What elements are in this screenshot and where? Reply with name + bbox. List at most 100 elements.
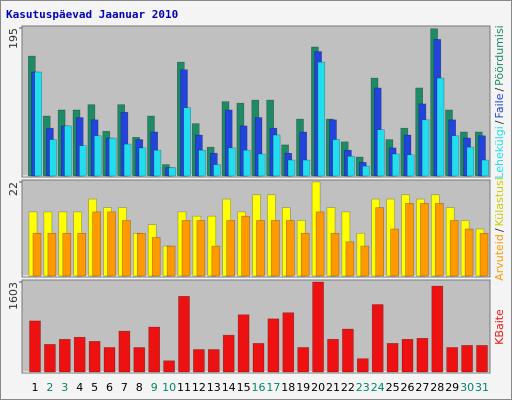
bar xyxy=(451,135,460,177)
bar xyxy=(103,347,116,373)
x-tick-label: 25 xyxy=(386,381,400,394)
bar xyxy=(436,77,445,177)
y-tick-label: 1603 xyxy=(7,282,20,310)
bar xyxy=(327,338,339,373)
legend: Arvuteid / Külastusi xyxy=(493,177,506,281)
bar xyxy=(118,330,131,373)
x-tick-label: 27 xyxy=(415,381,429,394)
legend-separator: / xyxy=(493,228,506,232)
bar xyxy=(434,203,444,277)
bar xyxy=(196,220,206,277)
bar xyxy=(300,232,310,277)
bar xyxy=(347,155,355,177)
bar xyxy=(420,203,429,277)
bar xyxy=(77,232,86,277)
x-tick-label: 16 xyxy=(252,381,266,394)
bar xyxy=(148,326,160,373)
x-tick-label: 15 xyxy=(237,381,251,394)
bar xyxy=(88,341,101,373)
bar xyxy=(257,153,266,177)
legend-entry: Pöördumisi xyxy=(493,25,506,86)
bar xyxy=(47,232,57,277)
bar xyxy=(362,165,370,177)
bar xyxy=(464,228,474,277)
bar xyxy=(123,143,132,177)
bar xyxy=(79,145,87,177)
bar xyxy=(377,129,385,177)
bar xyxy=(416,337,429,373)
bar xyxy=(166,245,176,277)
bar xyxy=(226,220,235,277)
legend-entry: KBaite xyxy=(493,309,506,345)
x-tick-label: 7 xyxy=(121,381,128,394)
x-tick-label: 3 xyxy=(61,381,68,394)
x-tick-label: 21 xyxy=(326,381,340,394)
bar xyxy=(371,304,384,373)
chart-title: Kasutuspäevad Jaanuar 2010 xyxy=(6,8,178,21)
x-tick-label: 9 xyxy=(151,381,158,394)
x-tick-label: 28 xyxy=(430,381,444,394)
bar xyxy=(168,167,177,177)
bar xyxy=(356,358,369,373)
bar xyxy=(222,334,235,373)
bar xyxy=(153,149,162,177)
x-tick-label: 8 xyxy=(136,381,143,394)
legend-entry: Külastusi xyxy=(493,177,506,226)
bar xyxy=(406,154,415,177)
legend: Lehekülgi/Faile/Pöördumisi xyxy=(493,25,506,178)
bar xyxy=(92,211,101,277)
bar xyxy=(108,137,117,177)
legend-entry: Lehekülgi xyxy=(493,126,506,179)
x-tick-label: 17 xyxy=(266,381,280,394)
x-tick-label: 12 xyxy=(192,381,206,394)
bar xyxy=(151,237,161,277)
bar xyxy=(330,232,340,277)
bar xyxy=(178,296,190,373)
x-tick-label: 19 xyxy=(296,381,310,394)
x-tick-label: 18 xyxy=(281,381,295,394)
x-tick-label: 29 xyxy=(445,381,459,394)
bar xyxy=(431,285,444,373)
bar xyxy=(479,232,489,277)
x-tick-label: 14 xyxy=(222,381,236,394)
x-tick-label: 30 xyxy=(460,381,474,394)
bar xyxy=(237,314,250,373)
bar xyxy=(449,220,459,277)
bar xyxy=(163,360,175,373)
bar xyxy=(208,349,220,373)
bar xyxy=(287,159,296,177)
bar xyxy=(34,71,43,177)
bar xyxy=(282,312,295,373)
x-tick-label: 6 xyxy=(106,381,113,394)
bar xyxy=(94,135,102,177)
bar xyxy=(252,343,265,373)
bar xyxy=(62,232,72,277)
bar xyxy=(272,134,281,177)
bar xyxy=(466,146,475,177)
bar xyxy=(391,153,400,177)
bar xyxy=(461,345,473,373)
bar xyxy=(312,281,324,373)
bar xyxy=(122,220,131,277)
bar xyxy=(137,232,146,277)
x-tick-label: 31 xyxy=(475,381,489,394)
legend: KBaite xyxy=(493,309,506,345)
bar xyxy=(58,338,71,373)
bar xyxy=(241,215,250,277)
bar xyxy=(401,338,414,373)
bar xyxy=(183,107,191,177)
x-tick-label: 11 xyxy=(177,381,191,394)
bar xyxy=(481,159,490,177)
x-tick-label: 4 xyxy=(76,381,83,394)
bar xyxy=(476,345,488,373)
bar xyxy=(32,232,42,277)
bar xyxy=(138,147,147,177)
bar xyxy=(297,347,310,373)
bar xyxy=(285,220,295,277)
x-tick-label: 26 xyxy=(401,381,415,394)
legend-entry: Faile xyxy=(493,93,506,118)
bar xyxy=(44,344,56,373)
bar xyxy=(405,203,414,277)
